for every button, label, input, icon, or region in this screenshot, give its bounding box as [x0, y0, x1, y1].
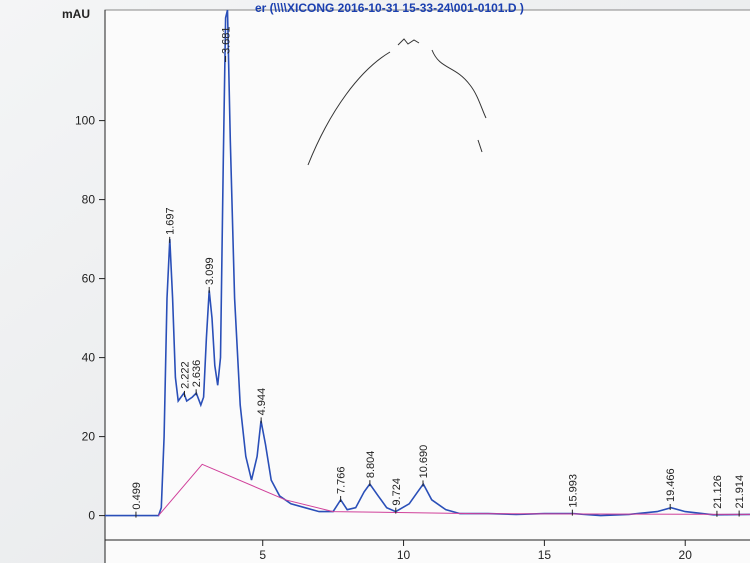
- y-axis-label: mAU: [62, 7, 90, 21]
- peak-label: 2.222: [179, 361, 191, 389]
- y-tick-label: 60: [82, 272, 96, 286]
- peak-label: 3.681: [221, 26, 233, 54]
- y-tick-label: 20: [82, 430, 96, 444]
- y-tick-label: 40: [82, 351, 96, 365]
- y-tick-label: 0: [88, 509, 95, 523]
- peak-label: 2.636: [191, 360, 203, 388]
- x-tick-label: 10: [397, 548, 411, 562]
- peak-label: 10.690: [418, 445, 430, 479]
- peak-label: 19.466: [665, 468, 677, 502]
- peak-label: 1.697: [165, 207, 177, 235]
- x-tick-label: 5: [259, 548, 266, 562]
- peak-label: 21.126: [712, 475, 724, 509]
- handwriting: [307, 38, 487, 166]
- peak-label: 3.099: [204, 257, 216, 285]
- chart-title: er (\\\\XICONG 2016-10-31 15-33-24\001-0…: [255, 1, 524, 15]
- peak-label: 0.499: [131, 482, 143, 510]
- peak-label: 21.914: [734, 475, 746, 509]
- plot-area: [104, 9, 750, 563]
- peak-label: 4.944: [256, 388, 268, 416]
- series-line: [158, 463, 750, 516]
- y-tick-label: 100: [75, 114, 95, 128]
- peak-label: 15.993: [567, 474, 579, 508]
- x-tick-label: 20: [679, 548, 693, 562]
- peak-label: 8.804: [365, 451, 377, 479]
- peak-label: 9.724: [391, 478, 403, 506]
- x-tick-label: 15: [538, 548, 552, 562]
- y-tick-label: 80: [82, 193, 96, 207]
- peak-label: 7.766: [336, 466, 348, 494]
